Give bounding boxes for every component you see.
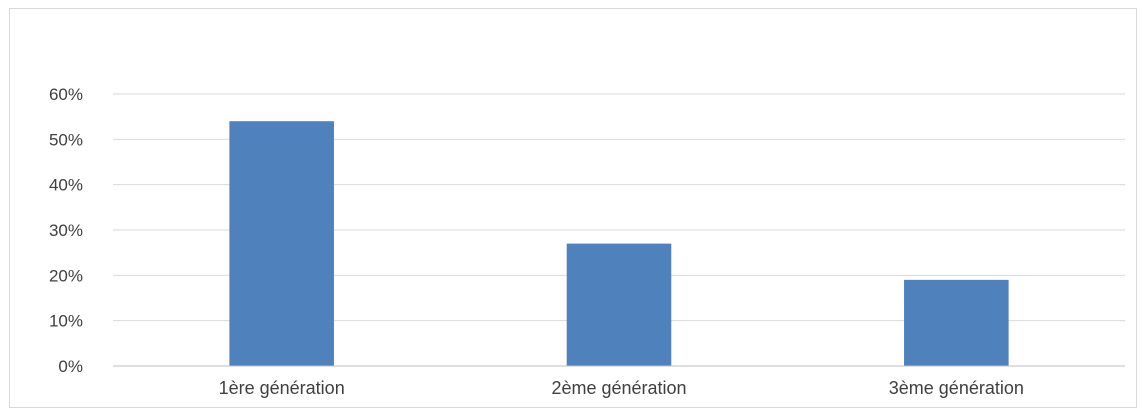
bars [229,121,1009,366]
y-tick-label: 30% [49,221,83,240]
y-tick-label: 50% [49,130,83,149]
y-axis-tick-labels: 0% 10% 20% 30% 40% 50% 60% [49,85,83,376]
y-tick-label: 10% [49,312,83,331]
bar-3 [904,279,1009,366]
y-tick-label: 60% [49,85,83,104]
x-category-label: 1ère génération [219,378,345,398]
x-category-label: 3ème génération [889,378,1024,398]
x-axis-category-labels: 1ère génération 2ème génération 3ème génér… [219,378,1024,398]
x-category-label: 2ème génération [551,378,686,398]
bar-1 [229,121,334,366]
y-tick-label: 40% [49,176,83,195]
y-tick-label: 20% [49,266,83,285]
y-tick-label: 0% [58,357,83,376]
bar-2 [566,243,672,366]
